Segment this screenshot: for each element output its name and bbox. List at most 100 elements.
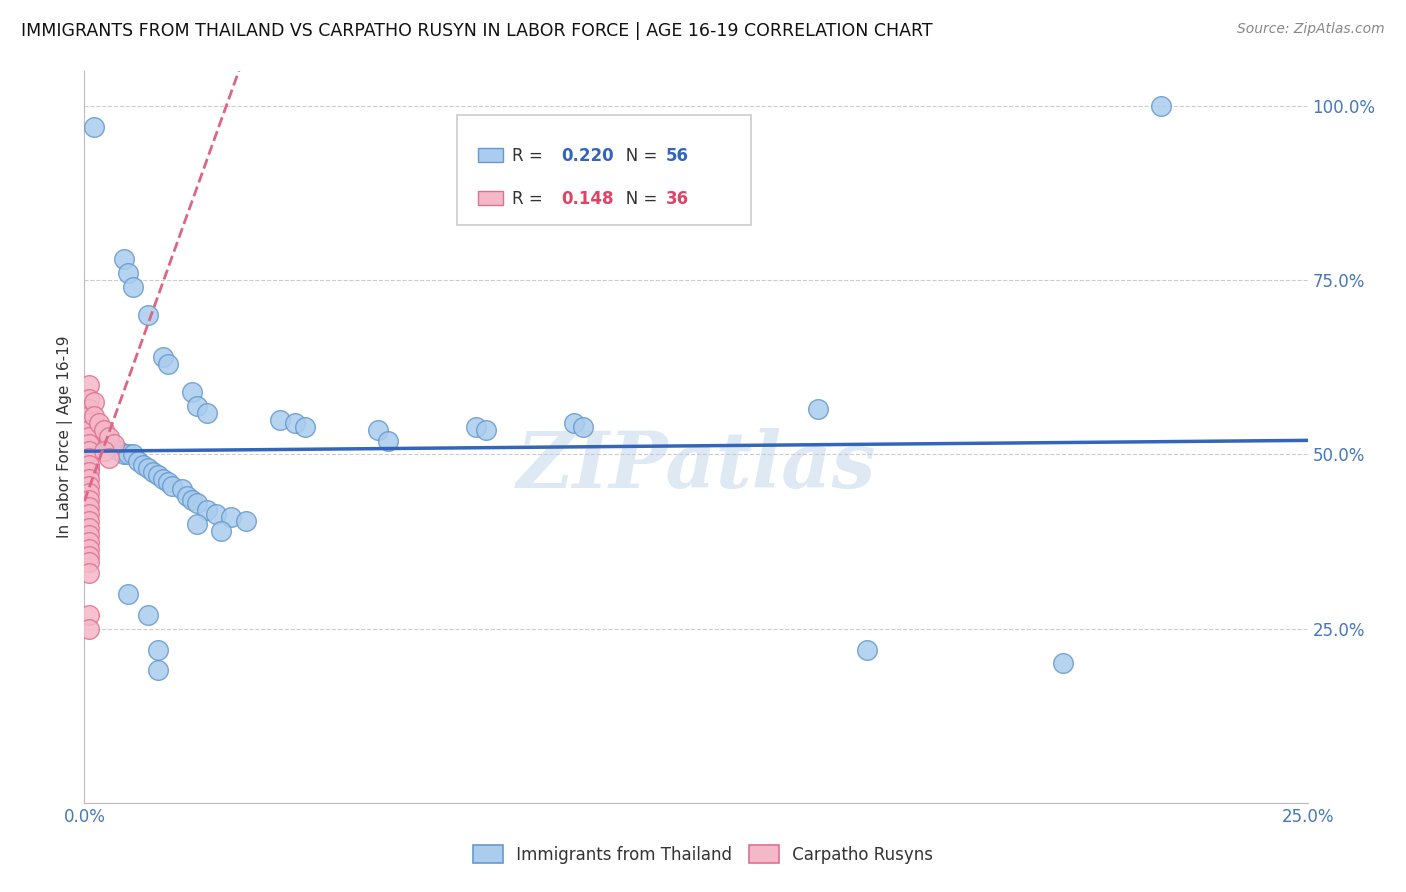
Point — [195, 503, 218, 517]
Point — [87, 416, 110, 430]
Text: N =: N = — [610, 190, 664, 208]
Point — [117, 587, 139, 601]
Point — [97, 450, 120, 465]
Point — [195, 406, 218, 420]
Y-axis label: In Labor Force | Age 16-19: In Labor Force | Age 16-19 — [58, 335, 73, 539]
Point — [93, 444, 115, 458]
FancyBboxPatch shape — [457, 115, 751, 225]
Point — [181, 492, 204, 507]
Point — [572, 419, 595, 434]
Text: N =: N = — [610, 147, 664, 165]
Point — [87, 426, 110, 441]
Point — [152, 472, 174, 486]
Point — [219, 510, 242, 524]
Point — [103, 441, 125, 455]
Point — [77, 412, 100, 426]
Point — [284, 416, 307, 430]
Point — [474, 423, 496, 437]
Point — [186, 496, 208, 510]
Point — [77, 556, 100, 570]
Point — [117, 266, 139, 280]
Point — [77, 450, 100, 465]
Point — [83, 409, 105, 424]
Point — [367, 423, 389, 437]
Point — [156, 475, 179, 490]
Point — [186, 517, 208, 532]
Point — [77, 409, 100, 424]
Point — [294, 419, 316, 434]
Point — [77, 458, 100, 472]
Point — [122, 448, 145, 462]
Point — [77, 492, 100, 507]
Point — [377, 434, 399, 448]
Point — [77, 472, 100, 486]
Point — [209, 524, 232, 538]
Point — [136, 461, 159, 475]
Point — [77, 444, 100, 458]
FancyBboxPatch shape — [478, 191, 503, 205]
Point — [77, 622, 100, 636]
Point — [77, 500, 100, 514]
Point — [83, 120, 105, 134]
Point — [136, 607, 159, 622]
Point — [127, 454, 149, 468]
Point — [464, 419, 486, 434]
Text: R =: R = — [513, 147, 548, 165]
Point — [83, 395, 105, 409]
Point — [97, 430, 120, 444]
Point — [93, 434, 115, 448]
Point — [77, 541, 100, 556]
Point — [856, 642, 879, 657]
Text: 56: 56 — [665, 147, 689, 165]
Point — [122, 280, 145, 294]
Point — [269, 412, 291, 426]
Point — [77, 566, 100, 580]
Text: Source: ZipAtlas.com: Source: ZipAtlas.com — [1237, 22, 1385, 37]
Point — [77, 377, 100, 392]
Text: ZIPatlas: ZIPatlas — [516, 428, 876, 505]
Point — [112, 252, 135, 267]
Text: R =: R = — [513, 190, 548, 208]
Point — [93, 423, 115, 437]
Point — [77, 423, 100, 437]
Point — [112, 448, 135, 462]
Point — [186, 399, 208, 413]
Point — [77, 507, 100, 521]
Text: 0.220: 0.220 — [561, 147, 614, 165]
Legend:  Immigrants from Thailand,  Carpatho Rusyns: Immigrants from Thailand, Carpatho Rusyn… — [467, 838, 939, 871]
Point — [77, 514, 100, 528]
Point — [77, 402, 100, 417]
Point — [77, 430, 100, 444]
Point — [77, 479, 100, 493]
Point — [562, 416, 585, 430]
Point — [142, 465, 165, 479]
Point — [235, 514, 257, 528]
Point — [77, 534, 100, 549]
Point — [1150, 99, 1173, 113]
Point — [77, 465, 100, 479]
Point — [77, 549, 100, 563]
Point — [77, 437, 100, 451]
Point — [181, 384, 204, 399]
Point — [146, 468, 169, 483]
Point — [146, 664, 169, 678]
Point — [146, 642, 169, 657]
Point — [77, 416, 100, 430]
Point — [136, 308, 159, 322]
Point — [807, 402, 830, 417]
Point — [77, 485, 100, 500]
Text: 0.148: 0.148 — [561, 190, 614, 208]
Point — [103, 437, 125, 451]
Point — [77, 392, 100, 406]
Point — [83, 419, 105, 434]
Point — [172, 483, 194, 497]
Point — [152, 350, 174, 364]
Point — [97, 434, 120, 448]
Text: IMMIGRANTS FROM THAILAND VS CARPATHO RUSYN IN LABOR FORCE | AGE 16-19 CORRELATIO: IMMIGRANTS FROM THAILAND VS CARPATHO RUS… — [21, 22, 932, 40]
Point — [117, 448, 139, 462]
Point — [77, 461, 100, 475]
Point — [77, 521, 100, 535]
Point — [205, 507, 228, 521]
Point — [107, 444, 129, 458]
Point — [162, 479, 184, 493]
